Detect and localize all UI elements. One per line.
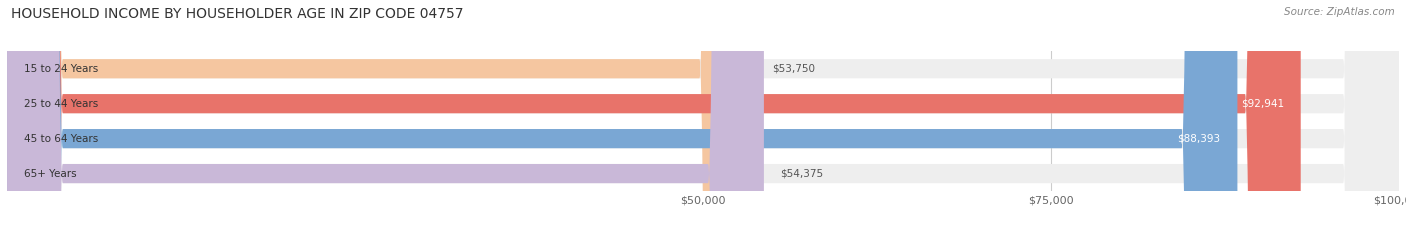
FancyBboxPatch shape — [7, 0, 1399, 233]
FancyBboxPatch shape — [7, 0, 1399, 233]
Text: $92,941: $92,941 — [1241, 99, 1284, 109]
Text: 45 to 64 Years: 45 to 64 Years — [24, 134, 98, 144]
FancyBboxPatch shape — [7, 0, 1301, 233]
Text: HOUSEHOLD INCOME BY HOUSEHOLDER AGE IN ZIP CODE 04757: HOUSEHOLD INCOME BY HOUSEHOLDER AGE IN Z… — [11, 7, 464, 21]
Text: 65+ Years: 65+ Years — [24, 169, 76, 178]
Text: $88,393: $88,393 — [1178, 134, 1220, 144]
Text: $53,750: $53,750 — [772, 64, 815, 74]
FancyBboxPatch shape — [7, 0, 1399, 233]
Text: $54,375: $54,375 — [780, 169, 824, 178]
FancyBboxPatch shape — [7, 0, 1237, 233]
FancyBboxPatch shape — [7, 0, 1399, 233]
Text: Source: ZipAtlas.com: Source: ZipAtlas.com — [1284, 7, 1395, 17]
Text: 25 to 44 Years: 25 to 44 Years — [24, 99, 98, 109]
FancyBboxPatch shape — [7, 0, 755, 233]
Text: 15 to 24 Years: 15 to 24 Years — [24, 64, 98, 74]
FancyBboxPatch shape — [7, 0, 763, 233]
